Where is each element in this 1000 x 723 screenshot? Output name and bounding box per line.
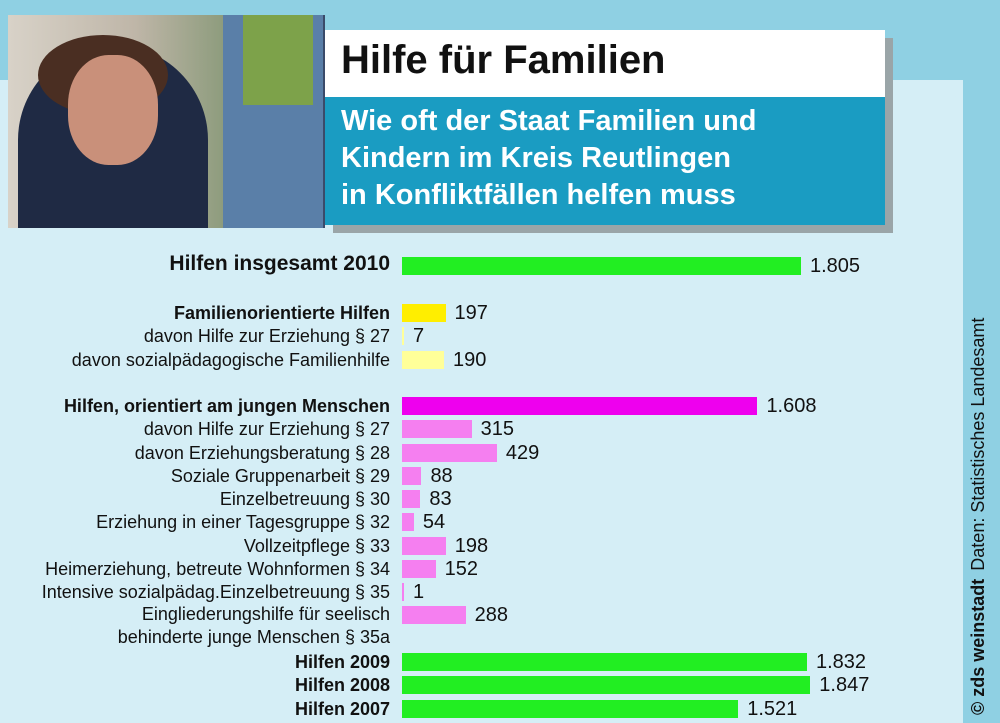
category-label: Soziale Gruppenarbeit § 29 <box>170 466 390 486</box>
bar <box>402 700 739 718</box>
title-box: Hilfe für Familien <box>325 30 885 97</box>
value-label: 197 <box>454 302 488 324</box>
value-label: 190 <box>453 349 487 371</box>
page-title: Hilfe für Familien <box>341 38 666 82</box>
category-label: davon Hilfe zur Erziehung § 27 <box>143 419 390 439</box>
bar <box>402 513 414 531</box>
category-label: Hilfen insgesamt 2010 <box>169 252 390 275</box>
subtitle-box: Wie oft der Staat Familien und Kindern i… <box>325 97 885 225</box>
bar <box>402 537 446 555</box>
value-label: 83 <box>429 488 452 510</box>
value-label: 1 <box>413 581 425 603</box>
bar <box>402 467 422 485</box>
value-label: 429 <box>505 442 540 464</box>
category-label: Hilfen 2009 <box>294 652 390 672</box>
bar <box>402 351 444 369</box>
category-label: Hilfen 2007 <box>294 699 390 719</box>
value-label: 1.521 <box>747 698 798 720</box>
value-label: 1.832 <box>815 651 867 673</box>
bar <box>402 327 404 345</box>
category-label: Familienorientierte Hilfen <box>173 303 390 323</box>
category-label: Eingliederungshilfe für seelisch behinde… <box>117 604 390 647</box>
value-label: 7 <box>413 325 425 347</box>
category-label: Einzelbetreuung § 30 <box>219 489 390 509</box>
category-label: Erziehung in einer Tagesgruppe § 32 <box>96 512 390 532</box>
category-label: davon Hilfe zur Erziehung § 27 <box>143 326 390 346</box>
value-label: 54 <box>422 511 446 533</box>
value-label: 198 <box>454 535 489 557</box>
value-label: 1.847 <box>819 674 870 696</box>
bar <box>402 676 811 694</box>
publisher: © zds weinstadt <box>968 578 988 715</box>
category-label: davon sozialpädagogische Familienhilfe <box>71 350 390 370</box>
bar <box>402 583 404 601</box>
photo-distressed-woman <box>8 15 325 228</box>
category-label: Intensive sozialpädag.Einzelbetreuung § … <box>41 582 390 602</box>
value-label: 152 <box>444 558 478 580</box>
value-label: 88 <box>430 465 453 487</box>
category-label: Hilfen 2008 <box>294 675 390 695</box>
bar <box>402 444 497 462</box>
value-label: 288 <box>474 604 509 626</box>
bar <box>402 606 466 624</box>
bar <box>402 257 801 275</box>
category-label: Heimerziehung, betreute Wohnformen § 34 <box>45 559 390 579</box>
value-label: 1.805 <box>810 255 861 277</box>
category-label: Vollzeitpflege § 33 <box>243 536 390 556</box>
bar <box>402 560 436 578</box>
bar <box>402 653 807 671</box>
bar <box>402 397 758 415</box>
category-label: davon Erziehungsberatung § 28 <box>134 443 390 463</box>
subtitle: Wie oft der Staat Familien und Kindern i… <box>341 105 757 211</box>
bar <box>402 490 421 508</box>
value-label: 315 <box>480 418 514 440</box>
category-label: Hilfen, orientiert am jungen Menschen <box>63 396 390 416</box>
credit: © zds weinstadt Daten: Statistisches Land… <box>968 285 989 715</box>
source: Daten: Statistisches Landesamt <box>968 317 988 571</box>
value-label: 1.608 <box>766 395 817 417</box>
bar <box>402 304 446 322</box>
bar <box>402 420 472 438</box>
